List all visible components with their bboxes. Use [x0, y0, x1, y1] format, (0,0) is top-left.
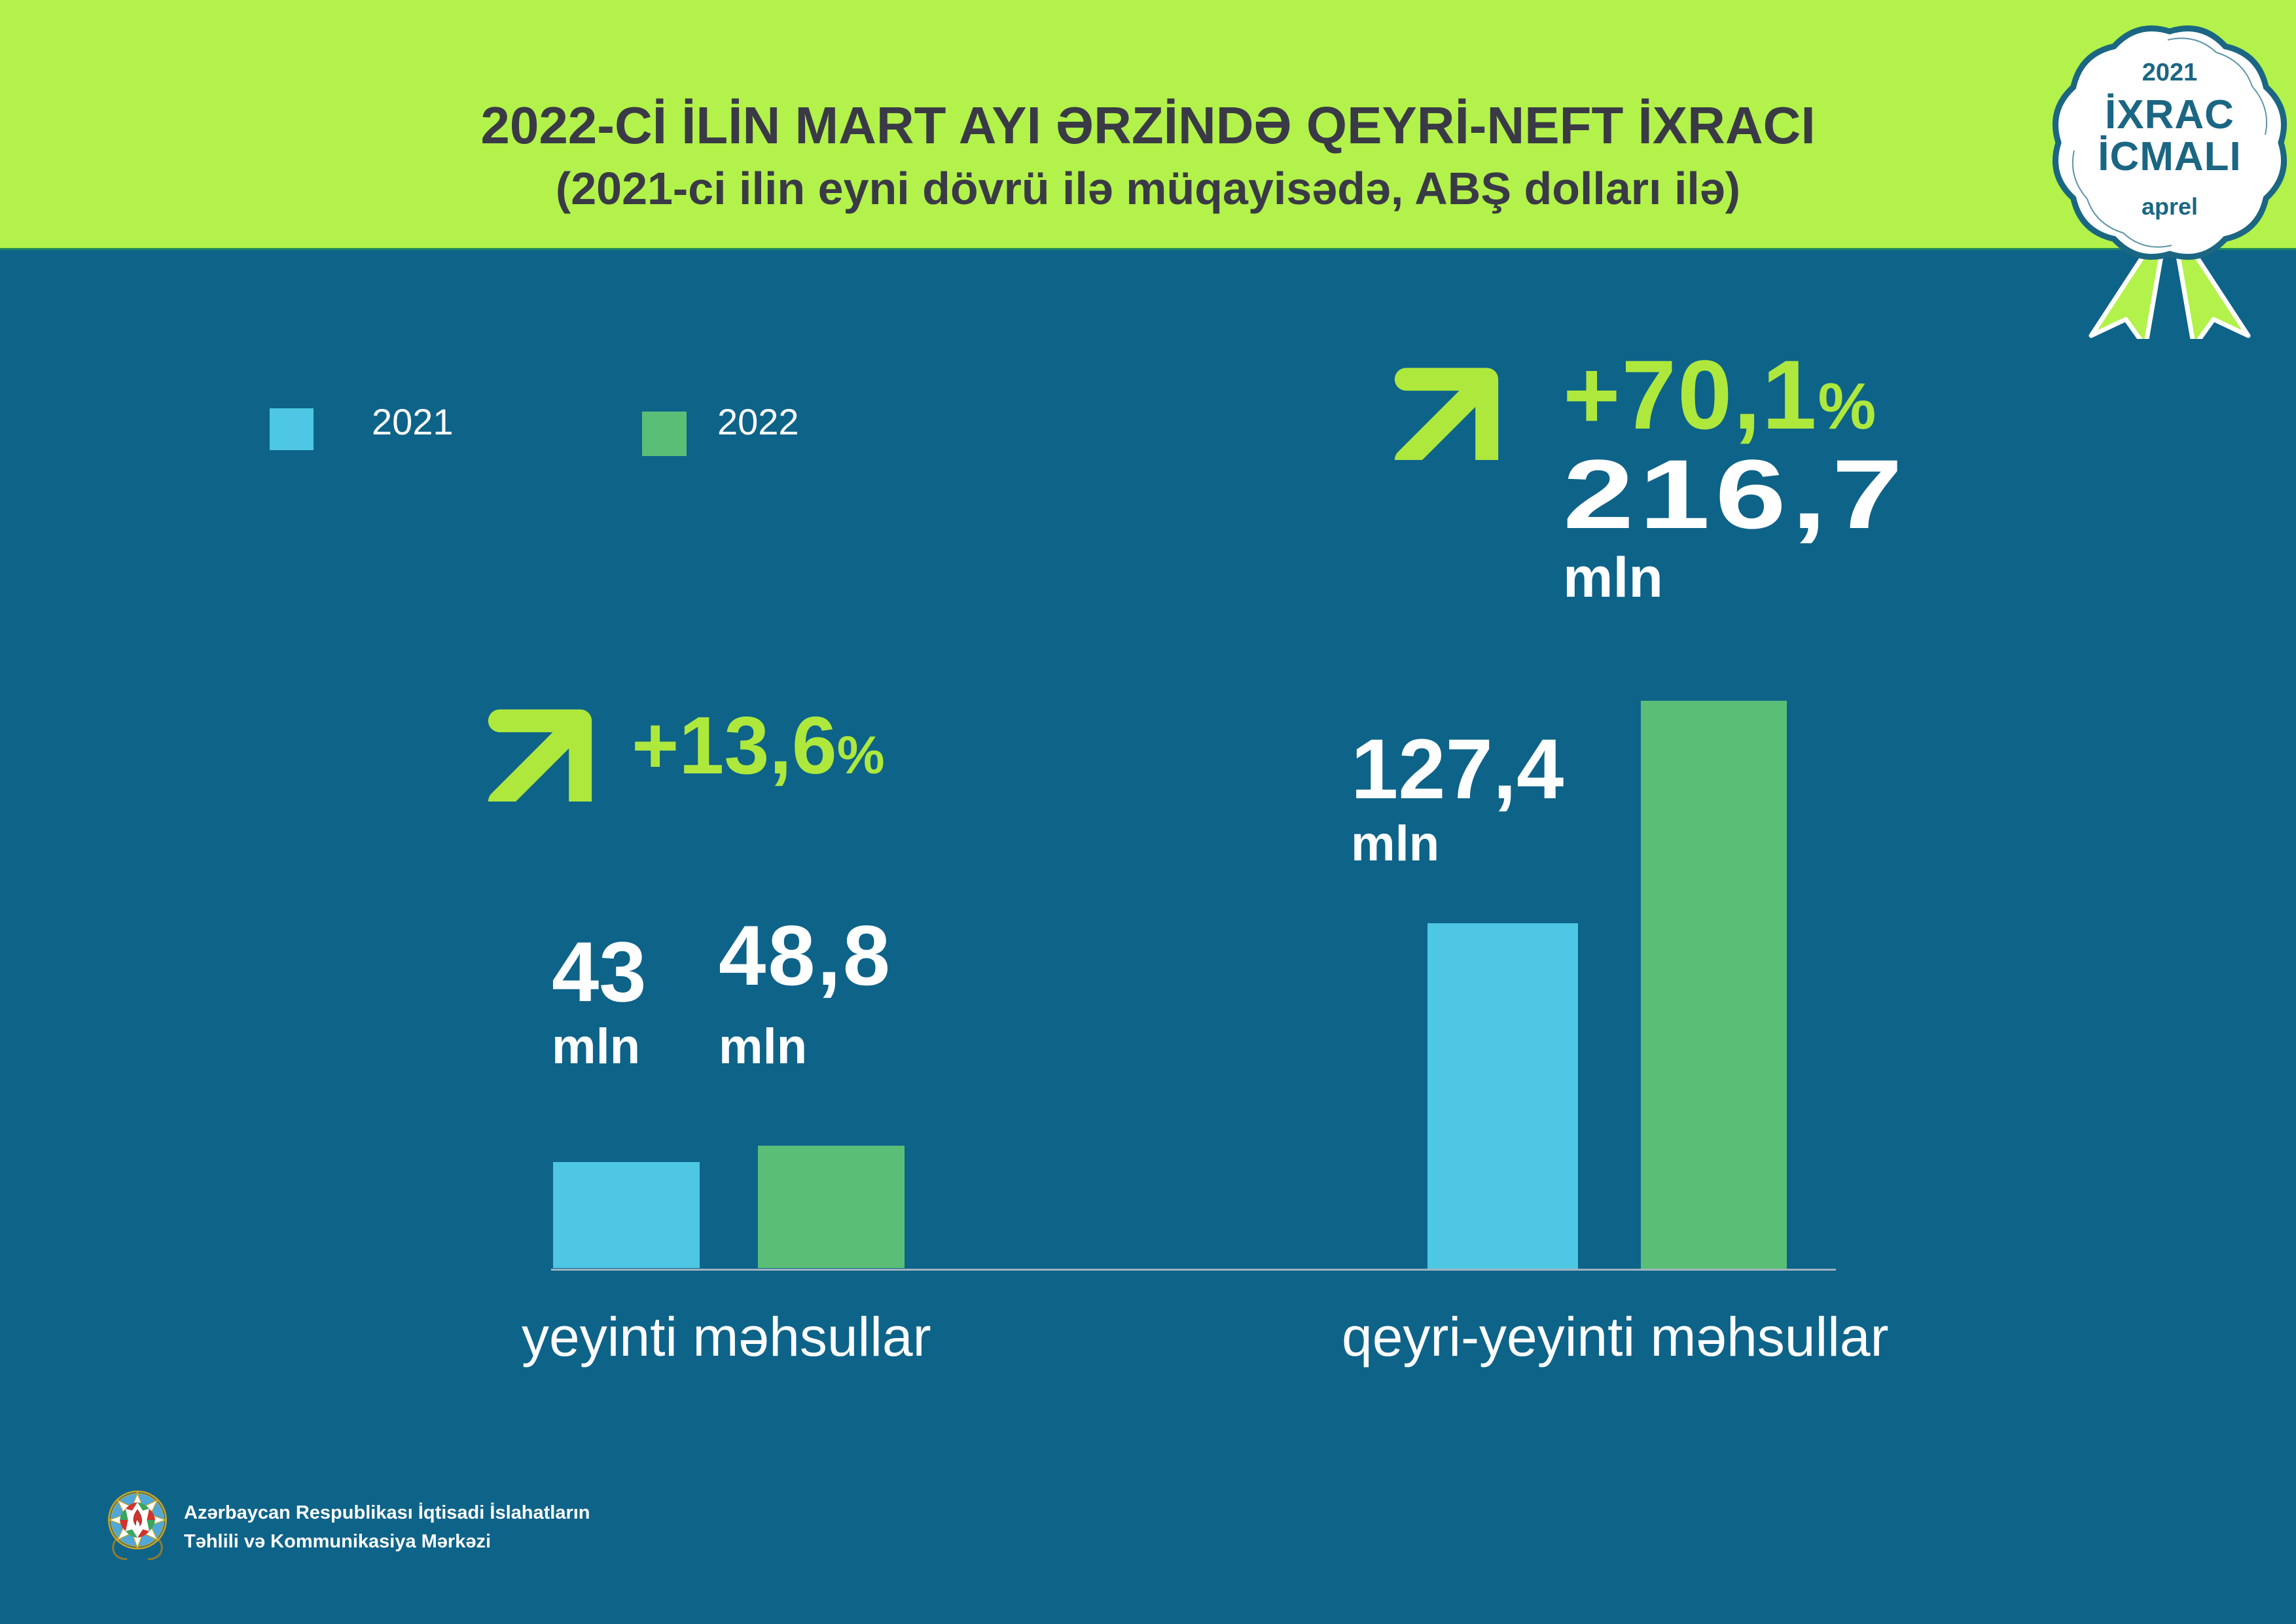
svg-text:İCMALI: İCMALI	[2098, 134, 2242, 179]
svg-text:aprel: aprel	[2142, 193, 2198, 220]
svg-text:2021: 2021	[2142, 59, 2198, 86]
svg-text:İXRAC: İXRAC	[2105, 92, 2234, 137]
